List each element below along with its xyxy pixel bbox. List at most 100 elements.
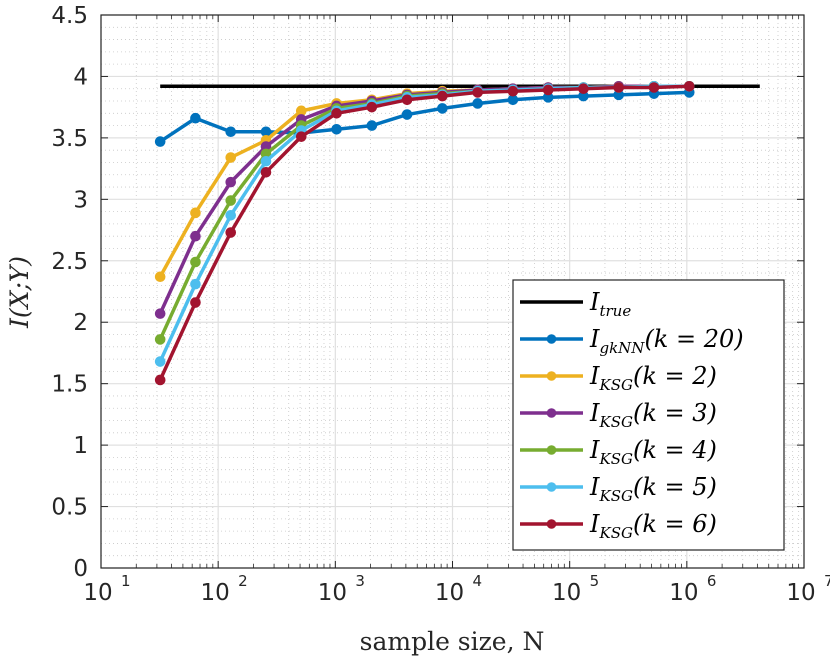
x-tick-label-base: 10	[201, 580, 230, 606]
legend-label-subscript: KSG	[598, 487, 632, 505]
data-point	[295, 131, 307, 142]
data-point	[437, 90, 448, 102]
x-tick-label-exponent: 7	[824, 572, 830, 590]
data-point	[190, 230, 201, 242]
y-tick-label: 3.5	[51, 126, 88, 152]
legend-label: Itrue	[589, 288, 631, 320]
y-tick-label: 4	[73, 64, 88, 90]
data-point	[366, 120, 378, 131]
x-tick-label-exponent: 4	[473, 572, 483, 590]
legend-marker	[546, 334, 557, 344]
y-tick-label: 1	[73, 433, 88, 459]
legend-entry: IKSG(k = 4)	[520, 436, 717, 468]
data-point	[225, 176, 237, 188]
x-tick-label-exponent: 6	[707, 572, 717, 590]
data-point	[154, 136, 166, 147]
legend-label-args: (k = 20)	[644, 325, 743, 353]
legend-label-main: I	[589, 362, 600, 390]
legend-label-subscript: KSG	[598, 450, 632, 468]
legend-label: IKSG(k = 4)	[589, 436, 717, 468]
x-tick-label: 10	[318, 580, 347, 606]
legend-entry: IKSG(k = 6)	[520, 510, 717, 542]
legend-label-main: I	[589, 325, 600, 353]
data-point	[648, 82, 660, 93]
x-tick-label: 10	[669, 580, 698, 606]
legend-label-args: (k = 6)	[633, 510, 717, 538]
data-point	[472, 87, 483, 98]
axis-ticks	[100, 14, 805, 569]
data-point	[542, 84, 554, 96]
legend-label-subscript: KSG	[598, 524, 632, 542]
legend-label-args: (k = 5)	[633, 473, 717, 501]
y-tick-label: 2.5	[51, 249, 88, 275]
data-point	[683, 80, 695, 92]
series-layer	[154, 80, 760, 386]
x-axis-title: sample size, N	[360, 627, 545, 656]
y-tick-labels: 0 0.5 1 1.5 2 2.5 3 3.5 4 4.5	[51, 3, 88, 582]
data-point	[154, 334, 166, 345]
data-point	[401, 94, 413, 106]
data-point	[225, 227, 237, 238]
legend-label-args: (k = 2)	[633, 362, 717, 390]
legend-label: IKSG(k = 5)	[589, 473, 717, 505]
y-tick-label: 0	[73, 556, 88, 582]
legend-label-subscript: KSG	[598, 413, 632, 431]
legend-marker	[546, 371, 557, 381]
x-tick-label-base: 10	[318, 580, 347, 606]
legend-label-main: I	[589, 436, 600, 464]
legend-entry: IKSG(k = 3)	[520, 399, 717, 431]
legend-entry: IKSG(k = 2)	[520, 362, 717, 394]
x-tick-label-base: 10	[552, 580, 581, 606]
data-point	[190, 207, 201, 219]
x-tick-label: 10	[201, 580, 230, 606]
legend-label-subscript: gkNN	[599, 339, 645, 357]
legend-label-subscript: KSG	[598, 376, 632, 394]
legend-label-args: (k = 4)	[633, 436, 717, 464]
data-point	[437, 103, 448, 114]
data-point	[507, 85, 519, 97]
data-point	[225, 195, 237, 206]
legend-entry: Itrue	[520, 288, 631, 320]
data-point	[190, 256, 201, 268]
data-point	[190, 112, 201, 124]
legend-label-args: (k = 3)	[633, 399, 717, 427]
legend-label-main: I	[589, 473, 600, 501]
y-tick-label: 0.5	[51, 495, 88, 521]
legend-label: IgkNN(k = 20)	[589, 325, 744, 357]
legend-marker	[546, 519, 557, 529]
x-tick-label-base: 10	[435, 580, 464, 606]
data-point	[260, 166, 272, 178]
x-tick-label-exponent: 3	[355, 572, 365, 590]
y-tick-label: 1.5	[51, 372, 88, 398]
x-tick-label-exponent: 1	[121, 572, 131, 590]
x-tick-label-base: 10	[669, 580, 698, 606]
legend-entry: IgkNN(k = 20)	[520, 325, 744, 357]
y-tick-label: 2	[73, 310, 88, 336]
legend-entry: IKSG(k = 5)	[520, 473, 717, 505]
data-point	[190, 278, 201, 290]
legend-label: IKSG(k = 2)	[589, 362, 717, 394]
y-tick-label: 4.5	[51, 3, 88, 29]
data-point	[331, 123, 342, 135]
data-point	[578, 83, 589, 95]
x-tick-label: 10	[435, 580, 464, 606]
data-point	[154, 308, 166, 319]
legend-box	[512, 279, 785, 551]
series-6	[154, 80, 695, 386]
x-tick-label: 10	[83, 580, 112, 606]
data-point	[154, 374, 166, 386]
legend-label: IKSG(k = 3)	[589, 399, 717, 431]
data-point	[225, 210, 237, 221]
y-tick-label: 3	[73, 187, 88, 213]
x-tick-label-exponent: 2	[238, 572, 248, 590]
legend-label-main: I	[589, 288, 600, 316]
series-line	[158, 84, 690, 381]
data-point	[613, 82, 625, 93]
x-axis-title-text: sample size, N	[360, 627, 545, 656]
y-axis-title-text: I(X;Y)	[5, 256, 34, 329]
legend-marker	[546, 445, 557, 455]
legend-label-subscript: true	[599, 302, 631, 320]
data-point	[225, 126, 237, 138]
